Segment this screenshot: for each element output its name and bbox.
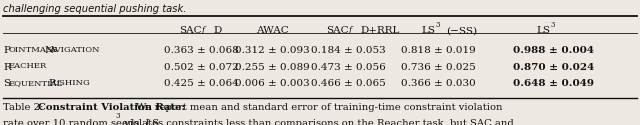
Text: We report mean and standard error of training-time constraint violation: We report mean and standard error of tra…: [133, 103, 502, 112]
Text: AWAC: AWAC: [255, 26, 289, 35]
Text: 0.363 ± 0.068: 0.363 ± 0.068: [164, 46, 239, 55]
Text: EQUENTIAL: EQUENTIAL: [8, 79, 63, 87]
Text: 0.870 ± 0.024: 0.870 ± 0.024: [513, 62, 594, 72]
Text: 0.366 ± 0.030: 0.366 ± 0.030: [401, 79, 476, 88]
Text: 3: 3: [115, 112, 120, 120]
Text: S: S: [3, 79, 10, 88]
Text: P: P: [48, 79, 55, 88]
Text: 0.473 ± 0.056: 0.473 ± 0.056: [312, 62, 386, 72]
Text: 0.502 ± 0.072: 0.502 ± 0.072: [164, 62, 239, 72]
Text: D: D: [213, 26, 221, 35]
Text: 0.312 ± 0.093: 0.312 ± 0.093: [235, 46, 309, 55]
Text: 0.466 ± 0.065: 0.466 ± 0.065: [312, 79, 386, 88]
Text: 3: 3: [550, 21, 555, 29]
Text: D+RRL: D+RRL: [360, 26, 400, 35]
Text: 0.425 ± 0.064: 0.425 ± 0.064: [164, 79, 239, 88]
Text: EACHER: EACHER: [8, 62, 47, 70]
Text: USHING: USHING: [53, 79, 91, 87]
Text: violates constraints less than comparisons on the Reacher task, but SAC and: violates constraints less than compariso…: [121, 119, 514, 125]
Text: P: P: [3, 46, 10, 55]
Text: f: f: [349, 26, 352, 34]
Text: 0.736 ± 0.025: 0.736 ± 0.025: [401, 62, 476, 72]
Text: N: N: [44, 46, 53, 55]
Text: SAC: SAC: [326, 26, 349, 35]
Text: Constraint Violation Rate:: Constraint Violation Rate:: [38, 103, 186, 112]
Text: OINTMASS: OINTMASS: [8, 46, 58, 54]
Text: 0.988 ± 0.004: 0.988 ± 0.004: [513, 46, 594, 55]
Text: Table 2:: Table 2:: [3, 103, 47, 112]
Text: 0.648 ± 0.049: 0.648 ± 0.049: [513, 79, 594, 88]
Text: 0.006 ± 0.003: 0.006 ± 0.003: [235, 79, 309, 88]
Text: (−SS): (−SS): [446, 26, 477, 35]
Text: R: R: [3, 62, 11, 72]
Text: AVIGATION: AVIGATION: [49, 46, 100, 54]
Text: LS: LS: [421, 26, 435, 35]
Text: rate over 10 random seeds. LS: rate over 10 random seeds. LS: [3, 119, 159, 125]
Text: f: f: [202, 26, 205, 34]
Text: 0.255 ± 0.089: 0.255 ± 0.089: [235, 62, 309, 72]
Text: 0.818 ± 0.019: 0.818 ± 0.019: [401, 46, 476, 55]
Text: LS: LS: [536, 26, 550, 35]
Text: challenging sequential pushing task.: challenging sequential pushing task.: [3, 4, 187, 14]
Text: 3: 3: [435, 21, 440, 29]
Text: 0.184 ± 0.053: 0.184 ± 0.053: [312, 46, 386, 55]
Text: SAC: SAC: [179, 26, 202, 35]
